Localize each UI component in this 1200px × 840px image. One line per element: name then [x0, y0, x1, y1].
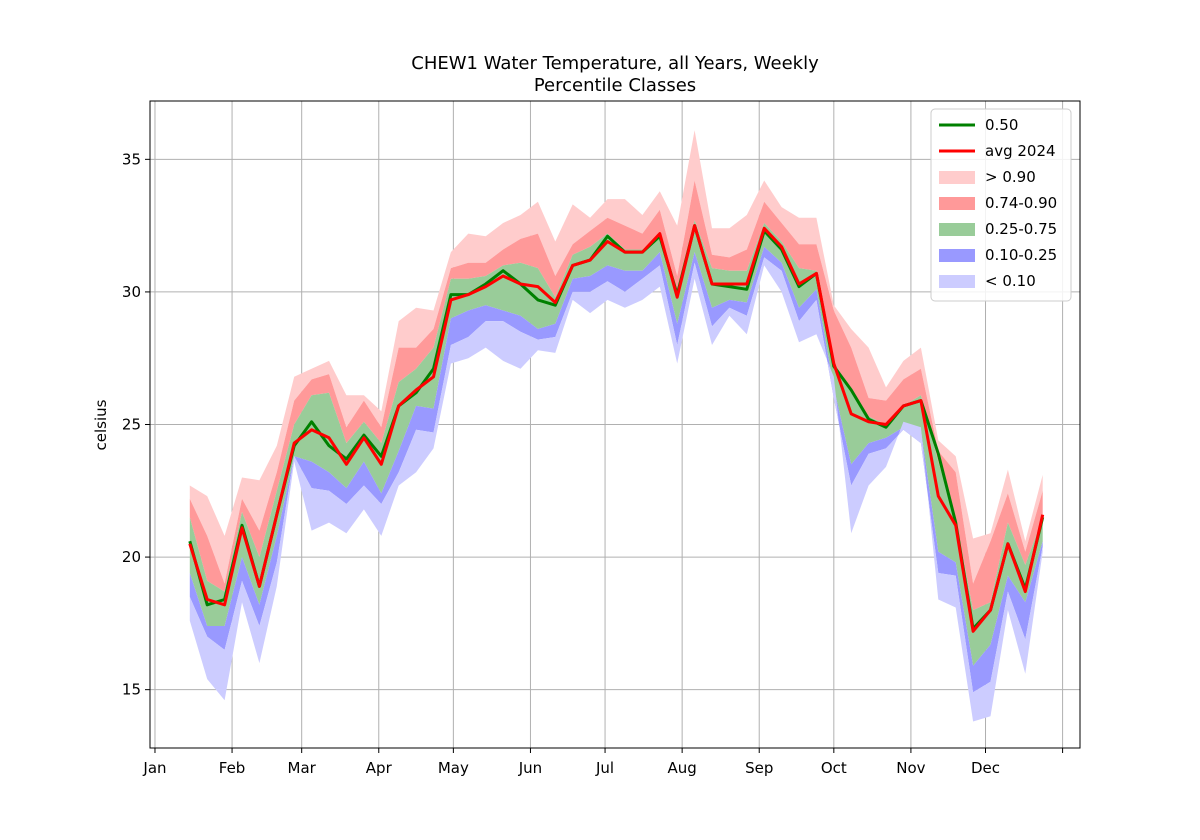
x-tick-label: May	[438, 759, 469, 777]
x-axis-ticks: Jan Feb Mar Apr May Jun Jul Aug Sep Oct Nov Dec	[142, 748, 1064, 777]
avg-2024-line	[188, 224, 1045, 633]
legend-label: 0.74-0.90	[985, 194, 1057, 212]
x-tick-label: Dec	[971, 759, 1000, 777]
y-axis-label: celsius	[92, 399, 110, 450]
chart-title: CHEW1 Water Temperature, all Years, Week…	[411, 53, 819, 74]
x-tick-label: Jul	[595, 759, 614, 777]
legend-swatch	[939, 275, 975, 288]
x-tick-label: Feb	[219, 759, 246, 777]
x-tick-label: Oct	[821, 759, 847, 777]
y-tick-label: 30	[122, 283, 141, 301]
legend-label: 0.25-0.75	[985, 220, 1057, 238]
legend-label: avg 2024	[985, 142, 1056, 160]
x-tick-label: Sep	[745, 759, 773, 777]
y-tick-label: 20	[122, 548, 141, 566]
band-p10-p25	[189, 246, 1043, 693]
y-tick-label: 15	[122, 681, 141, 699]
series-lines	[188, 224, 1045, 633]
x-tick-label: Jan	[142, 759, 166, 777]
chart-subtitle: Percentile Classes	[534, 75, 696, 96]
legend-swatch	[939, 249, 975, 262]
x-tick-label: Jun	[518, 759, 542, 777]
legend-label: 0.10-0.25	[985, 246, 1057, 264]
legend-swatch	[939, 197, 975, 210]
x-tick-label: Aug	[667, 759, 696, 777]
legend: 0.50 avg 2024 > 0.90 0.74-0.90 0.25-0.75 0.10…	[930, 108, 1072, 302]
band-p00-p10	[189, 257, 1043, 722]
x-tick-label: Apr	[366, 759, 393, 777]
legend-swatch	[939, 223, 975, 236]
legend-label: < 0.10	[985, 272, 1036, 290]
x-tick-label: Nov	[896, 759, 925, 777]
y-tick-label: 35	[122, 150, 141, 168]
y-tick-label: 25	[122, 416, 141, 434]
legend-label: > 0.90	[985, 168, 1036, 186]
band-p90-p100	[189, 130, 1043, 584]
y-axis-ticks: 15 20 25 30 35	[122, 150, 150, 699]
legend-swatch	[939, 171, 975, 184]
legend-label: 0.50	[985, 116, 1018, 134]
x-tick-label: Mar	[288, 759, 317, 777]
